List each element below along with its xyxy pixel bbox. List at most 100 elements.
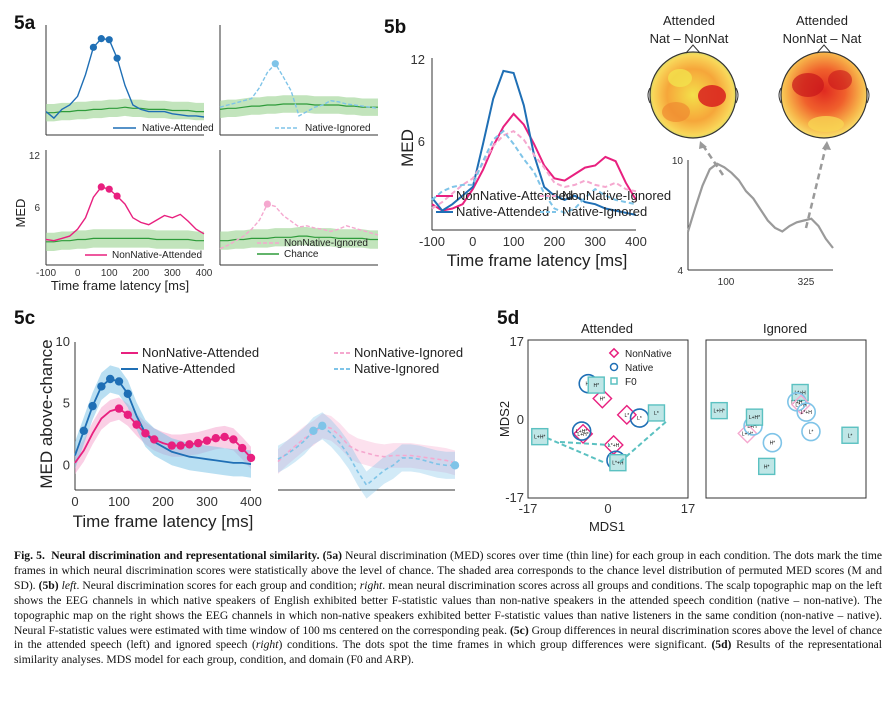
panel-5c-plots	[74, 342, 460, 499]
c-ytick-label: 10	[56, 334, 70, 349]
c-legend-na: Native-Attended	[142, 361, 235, 376]
a-legend-native-ignored: Native-Ignored	[305, 123, 371, 134]
panel-label-5c: 5c	[14, 308, 36, 329]
d-point-label: L+H*	[577, 432, 588, 438]
a-sig-dot	[113, 54, 121, 62]
d-point-label: L*+H	[791, 400, 803, 406]
d-native-marker	[796, 402, 817, 422]
a-chance-line-2	[46, 237, 204, 243]
b-xlabel: Time frame latency [ms]	[447, 251, 628, 270]
caption-5d-label: (5d)	[711, 638, 732, 652]
caption-5d-text: Results of the representational similari…	[14, 638, 883, 667]
c-ticks: 0 100 200 300 400 0 5 10	[56, 334, 262, 509]
caption-5b-left: left	[61, 578, 77, 592]
a-chance-line-1	[219, 103, 378, 110]
b-ytick-12: 12	[411, 52, 425, 67]
caption-5c-label: (5c)	[510, 623, 529, 637]
d-f0-marker	[647, 404, 666, 422]
c-nna-sig-dot	[238, 443, 247, 453]
topo-map-nat-nonnat	[647, 44, 739, 139]
d-xtick-17: 17	[681, 501, 695, 516]
caption-5b-text1: . Neural discrimination scores for each …	[76, 578, 357, 592]
a-xtick-label: 400	[196, 268, 213, 279]
topo-map-nonnat-nat	[778, 44, 870, 139]
topo1-arrow	[700, 143, 725, 176]
figure-5: 5a 5b 5c 5d Native-Attended Native-Ignor…	[13, 13, 870, 534]
d-f0-arrows	[546, 419, 669, 463]
a-series-line-1	[219, 62, 379, 117]
a-legend-chance: Chance	[284, 249, 319, 260]
caption-5c-right: right	[255, 638, 279, 652]
c-xlabel: Time frame latency [ms]	[73, 512, 254, 531]
d-f0-marker	[710, 401, 728, 420]
a-chance-line-3	[220, 235, 378, 242]
d-xlabel: MDS1	[589, 519, 625, 534]
c-nna-sig-dot	[167, 441, 176, 450]
c-xtick-label: 300	[196, 494, 218, 509]
c-nna-sig-dot	[229, 435, 238, 444]
d-point-label: L+H*	[576, 429, 587, 435]
d-native-marker	[571, 421, 592, 441]
c-nna-sig-dot	[220, 432, 229, 442]
c-legend-ni: Native-Ignored	[354, 361, 439, 376]
c-ytick-label: 0	[63, 457, 70, 472]
d-point-label: H*	[770, 441, 776, 447]
a-sig-dot	[105, 36, 113, 44]
d-point-label: L*	[637, 416, 642, 422]
caption-5a-text: Neural discrimination (MED) scores over …	[14, 549, 883, 592]
d-f0-marker	[745, 408, 764, 426]
c-xtick-label: 100	[108, 494, 130, 509]
a-sig-dot	[97, 35, 105, 43]
c-ni-sig-dot	[318, 421, 327, 431]
a-sig-dot	[105, 185, 113, 193]
c-na-sig-dot	[88, 401, 97, 411]
d-point-label: L+H*	[742, 431, 753, 437]
c-ni-sig-dot	[450, 461, 460, 470]
b-series-line	[431, 129, 637, 210]
figure-caption: Fig. 5. Neural discrimination and repres…	[14, 549, 882, 668]
d-title-attended: Attended	[581, 321, 633, 336]
c-xtick-label: 0	[71, 494, 78, 509]
a-legend-native-attended: Native-Attended	[142, 123, 214, 134]
a-ytick-12: 12	[29, 151, 41, 162]
a-sig-dot	[89, 43, 97, 51]
d-attended-frame	[527, 339, 689, 499]
c-nna-sig-dot	[194, 438, 203, 448]
b-inset-xtick-100: 100	[718, 277, 735, 288]
b-xtick-label: -100	[419, 234, 445, 249]
c-nna-sig-dot	[114, 404, 124, 413]
a-chance-band-2	[46, 229, 204, 251]
c-nna-sig-dot	[141, 429, 150, 438]
d-native-marker	[801, 421, 821, 442]
a-chance-band-1	[220, 95, 378, 119]
d-point-label: L*	[654, 411, 659, 417]
d-f0-marker	[531, 427, 549, 446]
d-point-label: L*+H	[801, 410, 813, 416]
b-xtick-label: 400	[625, 234, 647, 249]
d-legend-native-marker	[609, 362, 619, 372]
a-xticks: -100 0 100 200 300 400	[36, 268, 213, 279]
a-ylabel: MED	[13, 199, 28, 228]
b-inset-line	[686, 162, 834, 249]
a-series-line-2	[45, 186, 205, 242]
d-xtick-0: 0	[604, 501, 611, 516]
a-sig-dot	[271, 60, 279, 68]
c-na-sig-dot	[79, 426, 89, 435]
d-point-label: L+H*	[534, 435, 545, 441]
d-ignored-frame	[705, 339, 867, 499]
a-chance-band-3	[220, 227, 378, 250]
d-native-marker	[762, 432, 783, 453]
d-point-label: L+H*	[749, 415, 760, 421]
a-xtick-label: 300	[164, 268, 181, 279]
d-nonnative-marker	[592, 388, 613, 409]
a-sig-dot	[263, 200, 271, 208]
d-point-label: L*+H	[612, 461, 624, 467]
b-legend-ni: Native-Ignored	[562, 204, 647, 219]
a-legend-nonnative-ignored: NonNative-Ignored	[284, 238, 368, 249]
c-xtick-label: 400	[240, 494, 262, 509]
b-series-line	[431, 112, 637, 212]
d-legend-nonnative-marker	[608, 347, 620, 359]
c-na-sig-dot	[97, 382, 106, 391]
b-inset-ytick-4: 4	[677, 266, 683, 277]
b-legend-nna: NonNative-Attended	[456, 188, 573, 203]
